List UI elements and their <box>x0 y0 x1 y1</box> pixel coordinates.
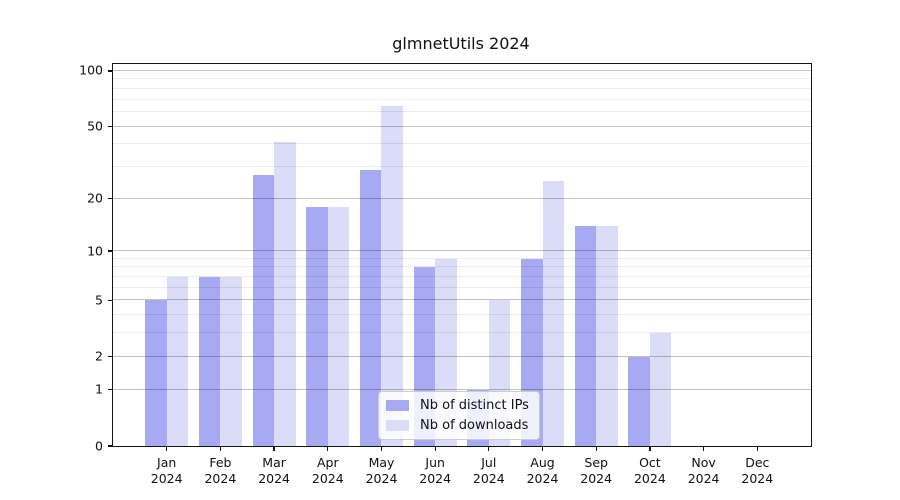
bar-downloads-sep <box>596 225 618 446</box>
x-tick-year: 2024 <box>204 471 237 487</box>
chart-title: glmnetUtils 2024 <box>392 34 530 53</box>
x-tick-mark <box>595 446 597 451</box>
y-tick-label: 5 <box>95 292 103 308</box>
y-tick-mark <box>108 389 113 391</box>
x-tick-year: 2024 <box>741 471 774 487</box>
x-tick-month: Aug <box>530 455 555 470</box>
x-tick-month: Sep <box>584 455 608 470</box>
legend-row-distinct-ips: Nb of distinct IPs <box>386 398 529 413</box>
x-tick-mark <box>434 446 436 451</box>
x-tick-mark <box>488 446 490 451</box>
y-tick-mark <box>108 125 113 128</box>
x-tick-label: Mar 2024 <box>258 455 290 488</box>
y-tick-mark <box>108 250 113 252</box>
x-tick-mark <box>166 446 168 451</box>
bar-distinct-ips-sep <box>574 225 597 446</box>
x-tick-label: Feb 2024 <box>204 455 236 488</box>
x-tick-mark <box>327 446 329 451</box>
bar-downloads-may <box>381 105 403 446</box>
y-tick-label: 10 <box>87 242 103 258</box>
bar-distinct-ips-oct <box>628 356 650 446</box>
bar-downloads-aug <box>542 181 565 446</box>
x-tick-month: Jan <box>157 455 177 470</box>
x-tick-year: 2024 <box>472 471 505 487</box>
legend-label-distinct-ips: Nb of distinct IPs <box>420 398 529 413</box>
x-tick-year: 2024 <box>311 471 344 487</box>
bar-distinct-ips-feb <box>198 277 221 446</box>
y-tick-label: 100 <box>79 62 103 78</box>
legend: Nb of distinct IPs Nb of downloads <box>378 391 540 440</box>
x-tick-year: 2024 <box>365 471 398 487</box>
x-tick-label: Dec 2024 <box>741 455 773 488</box>
bar-downloads-jan <box>166 277 189 446</box>
x-tick-month: May <box>368 455 395 470</box>
y-tick-mark <box>108 299 113 302</box>
y-tick-label: 0 <box>95 437 103 453</box>
x-tick-label: Jan 2024 <box>151 455 183 488</box>
legend-swatch-distinct-ips <box>386 400 409 411</box>
x-tick-month: Nov <box>691 455 716 470</box>
x-tick-label: Apr 2024 <box>312 455 344 488</box>
y-tick-mark <box>108 70 113 72</box>
x-tick-month: Mar <box>262 455 286 470</box>
y-tick-label: 1 <box>95 381 103 397</box>
y-tick-mark <box>108 356 113 358</box>
x-tick-year: 2024 <box>526 471 559 487</box>
x-tick-mark <box>541 446 544 451</box>
x-tick-year: 2024 <box>258 471 290 487</box>
bar-distinct-ips-jan <box>145 300 167 446</box>
bar-downloads-feb <box>220 277 242 446</box>
x-tick-label: Sep 2024 <box>580 455 612 488</box>
x-tick-year: 2024 <box>419 471 452 487</box>
x-tick-year: 2024 <box>687 471 720 487</box>
x-tick-year: 2024 <box>150 471 183 487</box>
x-tick-month: Jun <box>425 455 445 470</box>
x-tick-mark <box>702 446 705 451</box>
x-tick-label: Jun 2024 <box>419 455 451 488</box>
legend-swatch-downloads <box>386 420 409 431</box>
x-tick-label: May 2024 <box>366 455 398 488</box>
x-tick-year: 2024 <box>633 471 666 487</box>
x-tick-mark <box>756 446 758 451</box>
bar-distinct-ips-apr <box>306 206 328 446</box>
bar-downloads-apr <box>327 206 350 446</box>
x-tick-mark <box>273 446 275 451</box>
y-tick-label: 50 <box>87 118 103 134</box>
legend-label-downloads: Nb of downloads <box>420 418 529 433</box>
axis-layer: 0 1 2 5 10 20 50 100 Jan 2024 Feb 2024 Mar 2024 Apr 202… <box>79 64 811 486</box>
bar-downloads-mar <box>274 142 296 446</box>
plot-area: 0 1 2 5 10 20 50 100 Jan 2024 Feb 2024 Mar 2024 Apr 202… <box>79 63 812 486</box>
y-tick-label: 2 <box>95 348 103 364</box>
x-tick-mark <box>649 446 651 451</box>
x-tick-mark <box>380 446 383 451</box>
x-tick-month: Dec <box>745 455 770 470</box>
x-tick-month: Feb <box>209 455 232 470</box>
x-tick-mark <box>219 446 222 451</box>
bar-distinct-ips-may <box>359 169 382 446</box>
legend-row-downloads: Nb of downloads <box>386 418 529 433</box>
y-tick-mark <box>108 197 113 200</box>
y-tick-label: 20 <box>87 190 103 206</box>
x-tick-label: Jul 2024 <box>473 455 505 488</box>
x-tick-label: Nov 2024 <box>688 455 720 488</box>
bar-distinct-ips-mar <box>252 175 275 446</box>
x-tick-label: Aug 2024 <box>527 455 559 488</box>
x-tick-label: Oct 2024 <box>634 455 666 488</box>
x-tick-month: Oct <box>639 455 661 470</box>
y-tick-mark <box>108 445 113 447</box>
x-tick-month: Apr <box>316 455 339 470</box>
x-tick-year: 2024 <box>580 471 613 487</box>
bar-downloads-oct <box>649 333 672 446</box>
x-tick-month: Jul <box>481 455 497 470</box>
